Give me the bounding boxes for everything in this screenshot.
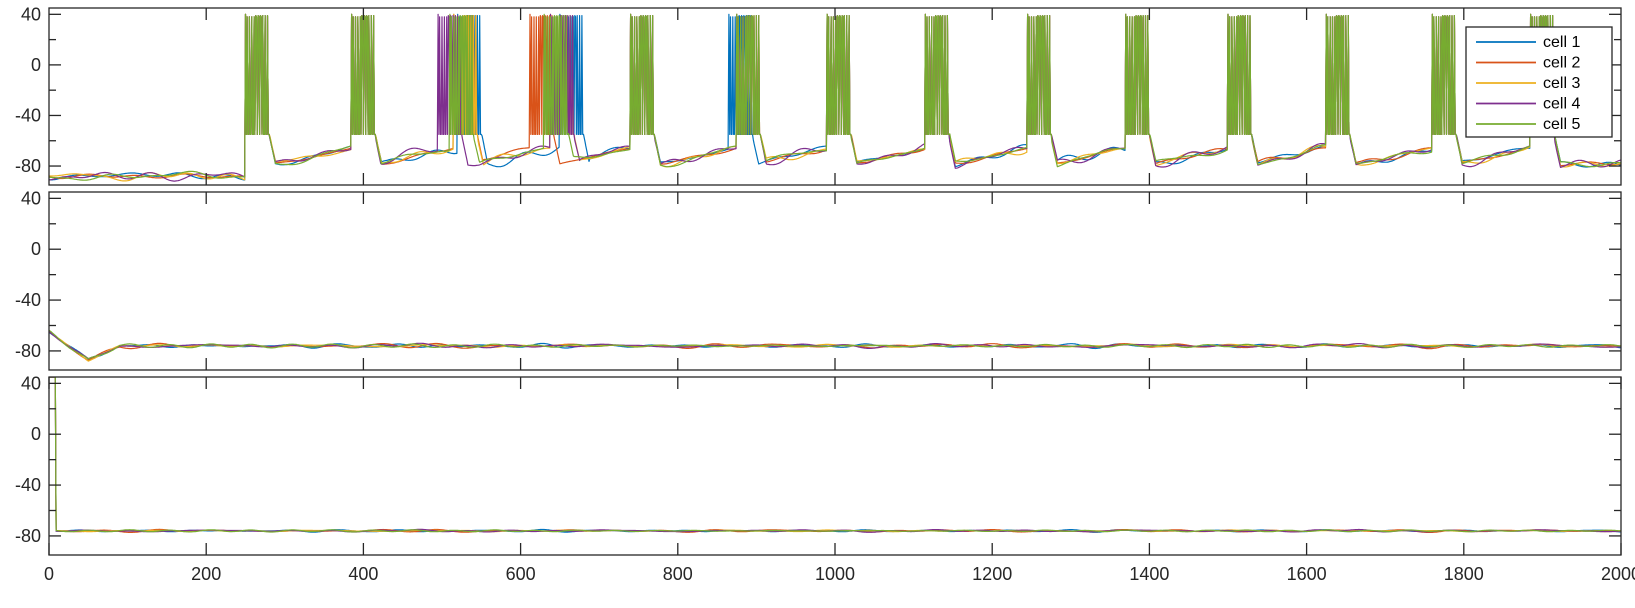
legend-box xyxy=(1465,26,1613,138)
series-cell-5 xyxy=(49,377,1621,533)
y-tick-label: 40 xyxy=(21,373,41,393)
x-tick-label: 1200 xyxy=(972,564,1012,584)
traces xyxy=(49,377,1621,534)
y-tick-label: 0 xyxy=(31,55,41,75)
y-tick-label: 0 xyxy=(31,239,41,259)
series-cell-3 xyxy=(49,377,1621,533)
x-tick-label: 1400 xyxy=(1129,564,1169,584)
series-cell-1 xyxy=(49,377,1621,533)
x-tick-label: 0 xyxy=(44,564,54,584)
x-tick-label: 600 xyxy=(506,564,536,584)
x-tick-label: 2000 xyxy=(1601,564,1635,584)
axis-frame xyxy=(48,376,1622,556)
series-cell-5 xyxy=(49,13,1621,181)
x-tick-label: 800 xyxy=(663,564,693,584)
panel-bottom: 400-40-800 200 400 600 800 1000 1200 1400 1600 18… xyxy=(15,373,1635,584)
y-tick-label: -40 xyxy=(15,290,41,310)
panel-top: 40 0 -40 -80 xyxy=(15,4,1622,186)
x-tick-label: 1600 xyxy=(1287,564,1327,584)
y-tick-label: -80 xyxy=(15,156,41,176)
y-tick-label: 0 xyxy=(31,424,41,444)
y-tick-label: 40 xyxy=(21,4,41,24)
series-cell-5 xyxy=(49,329,1621,360)
y-tick-label: -80 xyxy=(15,341,41,361)
legend-entry: cell 1 xyxy=(1543,34,1580,51)
y-tick-label: -40 xyxy=(15,475,41,495)
legend-entry: cell 3 xyxy=(1543,75,1580,92)
y-tick-label: -40 xyxy=(15,105,41,125)
traces xyxy=(49,13,1621,182)
legend: cell 1 cell 2 cell 3 cell 4 cell 5 xyxy=(1465,26,1613,138)
traces xyxy=(49,329,1621,362)
panel-middle: 40 0 -40 -80 xyxy=(15,188,1622,371)
x-tick-label: 1800 xyxy=(1444,564,1484,584)
series-cell-2 xyxy=(49,377,1621,534)
x-tick-label: 400 xyxy=(348,564,378,584)
x-tick-label: 1000 xyxy=(815,564,855,584)
legend-entry: cell 5 xyxy=(1543,116,1580,133)
legend-entry: cell 4 xyxy=(1543,96,1580,113)
axis-frame xyxy=(48,191,1622,371)
y-tick-label: 40 xyxy=(21,188,41,208)
x-tick-label: 200 xyxy=(191,564,221,584)
legend-entry: cell 2 xyxy=(1543,55,1580,72)
y-tick-label: -80 xyxy=(15,526,41,546)
series-cell-4 xyxy=(49,377,1621,533)
